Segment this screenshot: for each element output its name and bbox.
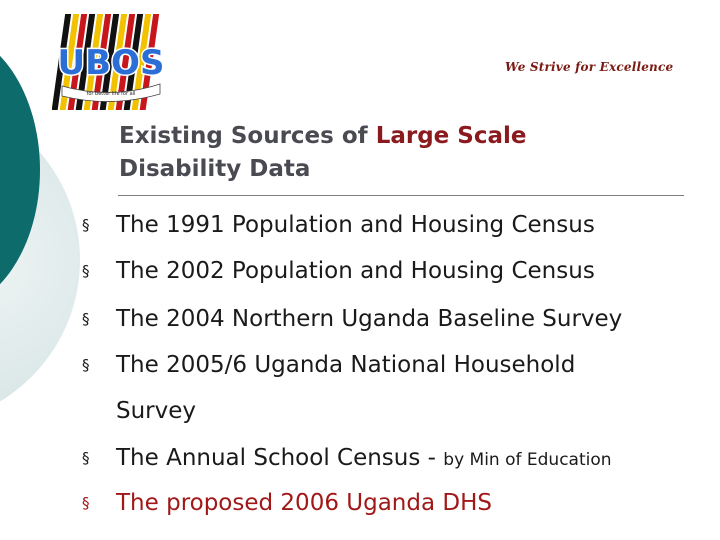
bullet-text: The 2002 Population and Housing Census — [116, 258, 595, 284]
bullet-text: The Annual School Census - by Min of Edu… — [116, 443, 612, 475]
title-accent: Large Scale — [375, 123, 527, 149]
bullet-marker: § — [82, 356, 90, 374]
logo-ribbon-text: for better life for all — [87, 91, 136, 97]
bullet-text: The 2004 Northern Uganda Baseline Survey — [116, 306, 623, 332]
bullet-text: The proposed 2006 Uganda DHS — [116, 490, 492, 516]
ubos-logo: UBOS for better life for all — [52, 14, 166, 110]
motto-text: We Strive for Excellence — [505, 60, 674, 74]
bullet-text: The 2005/6 Uganda National Household — [116, 352, 576, 378]
bullet-marker: § — [82, 449, 90, 467]
logo-text: UBOS — [58, 43, 165, 83]
title-line2: Disability Data — [119, 156, 311, 182]
bullet-marker: § — [82, 310, 90, 328]
title-divider — [118, 195, 684, 196]
bullet-marker: § — [82, 494, 90, 512]
bullet-marker: § — [82, 216, 90, 234]
title-part1: Existing Sources of — [119, 123, 376, 149]
bullet-text: The 1991 Population and Housing Census — [116, 212, 595, 238]
bullet-main-text: The Annual School Census - — [116, 445, 444, 471]
bullet-continuation: Survey — [116, 398, 197, 424]
bullet-marker: § — [82, 262, 90, 280]
bullet-small-text: by Min of Education — [443, 450, 612, 470]
slide-title: Existing Sources of Large Scale Disabili… — [119, 120, 679, 186]
